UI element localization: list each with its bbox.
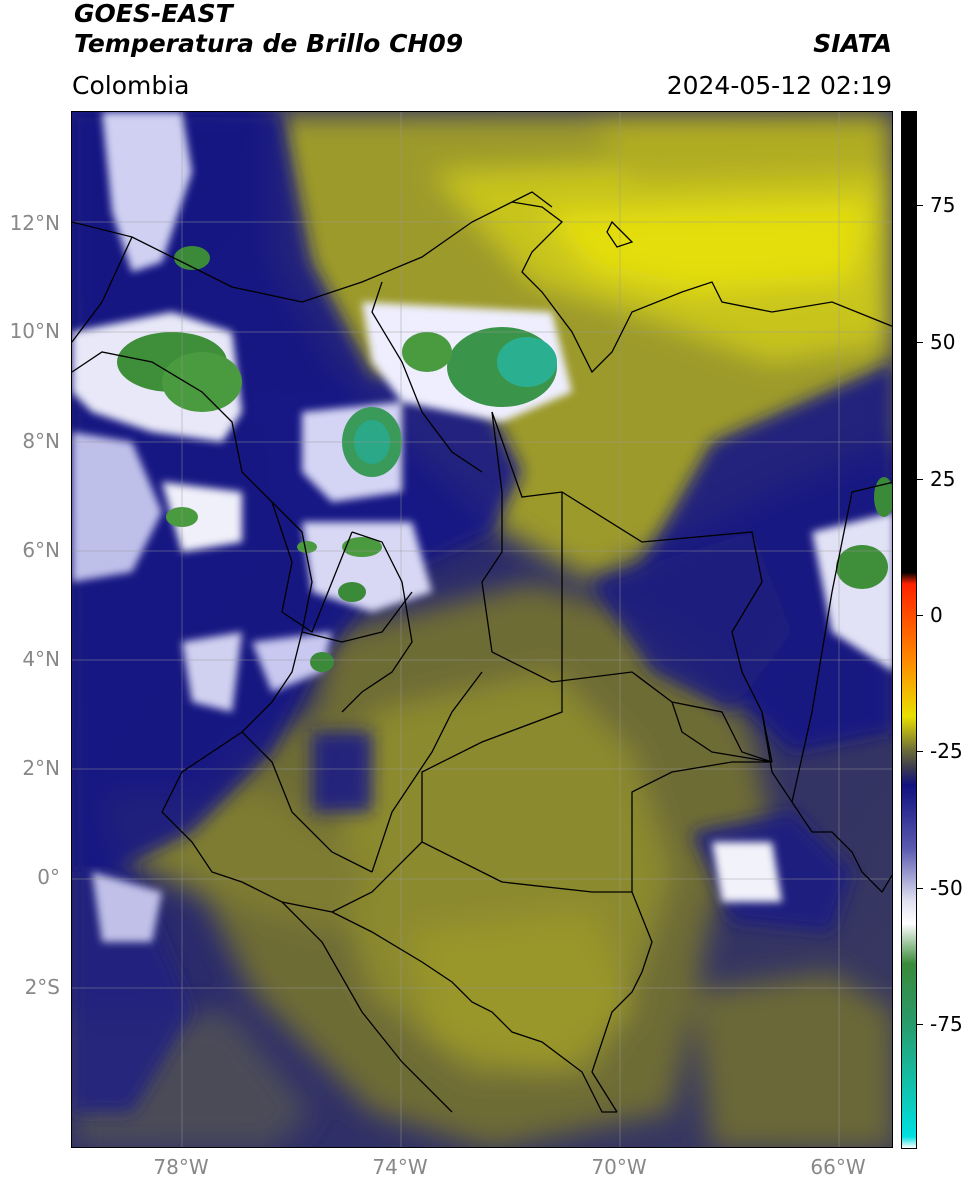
colorbar-label-0: 0 [930, 603, 943, 627]
lon-label-70w: 70°W [591, 1155, 647, 1179]
colorbar-label-75: 75 [930, 193, 956, 217]
colorbar [901, 111, 917, 1149]
olive-interior-layer [72, 582, 892, 1147]
colorbar-label-m50: -50 [930, 876, 963, 900]
colorbar-label-m25: -25 [930, 739, 963, 763]
lat-label-6n: 6°N [22, 538, 60, 562]
product-title: Temperatura de Brillo CH09 [74, 29, 464, 58]
datetime-label: 2024-05-12 02:19 [666, 71, 892, 100]
graticule [72, 112, 892, 1147]
source-label: SIATA [813, 29, 892, 58]
colorbar-label-50: 50 [930, 330, 956, 354]
lat-label-12n: 12°N [9, 211, 60, 235]
satellite-title: GOES-EAST [74, 0, 233, 28]
lat-label-10n: 10°N [9, 319, 60, 343]
brightness-temperature-map [72, 112, 892, 1147]
lat-label-0: 0° [37, 865, 60, 889]
lat-label-8n: 8°N [22, 429, 60, 453]
region-label: Colombia [72, 71, 190, 100]
lat-label-4n: 4°N [22, 647, 60, 671]
colorbar-label-25: 25 [930, 467, 956, 491]
lon-label-78w: 78°W [153, 1155, 209, 1179]
map-area[interactable] [71, 111, 893, 1148]
colorbar-label-m75: -75 [930, 1012, 963, 1036]
lon-label-74w: 74°W [372, 1155, 428, 1179]
lon-label-66w: 66°W [810, 1155, 866, 1179]
convective-core-layer [117, 246, 892, 672]
lat-label-2s: 2°S [24, 975, 60, 999]
boundaries [72, 191, 892, 1113]
lat-label-2n: 2°N [22, 756, 60, 780]
